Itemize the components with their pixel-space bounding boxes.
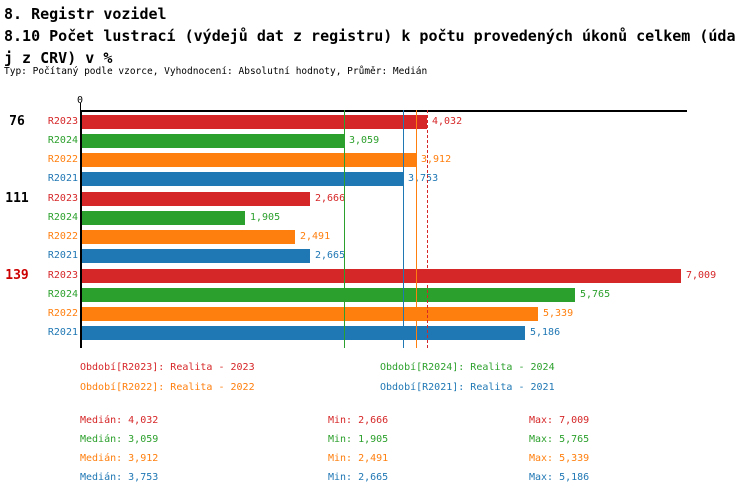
bar-r2022 bbox=[82, 230, 295, 244]
value-axis-line bbox=[80, 110, 687, 112]
median-line-r2024 bbox=[344, 110, 345, 348]
series-row-label: R2024 bbox=[47, 212, 78, 223]
series-row-label: R2022 bbox=[47, 154, 78, 165]
bar-value-label: 7,009 bbox=[686, 270, 717, 281]
series-row-label: R2024 bbox=[47, 135, 78, 146]
value-axis-zero-tick bbox=[80, 103, 81, 110]
series-row-label: R2021 bbox=[47, 250, 78, 261]
bar-r2024 bbox=[82, 211, 245, 225]
legend-item-r2021: Období[R2021]: Realita - 2021 bbox=[380, 382, 555, 393]
legend-item-r2023: Období[R2023]: Realita - 2023 bbox=[80, 362, 255, 373]
series-row-label: R2023 bbox=[47, 116, 78, 127]
bar-r2021 bbox=[82, 172, 403, 186]
stat-min: Min: 2,665 bbox=[328, 472, 389, 483]
bar-value-label: 2,665 bbox=[315, 250, 346, 261]
series-row-label: R2021 bbox=[47, 173, 78, 184]
bar-value-label: 5,339 bbox=[543, 308, 574, 319]
group-label: 111 bbox=[5, 191, 29, 206]
median-line-r2023 bbox=[427, 110, 428, 348]
series-row-label: R2023 bbox=[47, 193, 78, 204]
bar-value-label: 4,032 bbox=[432, 116, 463, 127]
bar-value-label: 1,905 bbox=[250, 212, 281, 223]
bar-value-label: 3,912 bbox=[421, 154, 452, 165]
bar-r2024 bbox=[82, 288, 575, 302]
chart-title-line2: j z CRV) v % bbox=[4, 49, 113, 67]
stat-median: Medián: 3,059 bbox=[80, 434, 159, 445]
series-row-label: R2022 bbox=[47, 231, 78, 242]
bar-r2022 bbox=[82, 307, 538, 321]
chart-meta-line: Typ: Počítaný podle vzorce, Vyhodnocení:… bbox=[4, 66, 428, 77]
bar-value-label: 3,753 bbox=[408, 173, 439, 184]
group-label: 76 bbox=[9, 114, 25, 129]
bar-value-label: 5,765 bbox=[580, 289, 611, 300]
stat-min: Min: 2,666 bbox=[328, 415, 389, 426]
stat-median: Medián: 4,032 bbox=[80, 415, 159, 426]
stat-max: Max: 5,186 bbox=[529, 472, 590, 483]
stat-min: Min: 2,491 bbox=[328, 453, 389, 464]
bar-r2023 bbox=[82, 115, 427, 129]
bar-value-label: 2,666 bbox=[315, 193, 346, 204]
bar-r2021 bbox=[82, 249, 310, 263]
series-row-label: R2022 bbox=[47, 308, 78, 319]
stat-max: Max: 5,339 bbox=[529, 453, 590, 464]
report-title: 8. Registr vozidel bbox=[4, 5, 167, 23]
value-axis-zero-label: 0 bbox=[76, 95, 84, 106]
bar-r2021 bbox=[82, 326, 525, 340]
median-line-r2022 bbox=[416, 110, 417, 348]
stat-min: Min: 1,905 bbox=[328, 434, 389, 445]
chart-title-line1: 8.10 Počet lustrací (výdejů dat z regist… bbox=[4, 27, 736, 45]
bar-r2024 bbox=[82, 134, 344, 148]
series-row-label: R2023 bbox=[47, 270, 78, 281]
bar-value-label: 5,186 bbox=[530, 327, 561, 338]
bar-r2023 bbox=[82, 192, 310, 206]
category-axis-line bbox=[80, 110, 82, 348]
bar-value-label: 3,059 bbox=[349, 135, 380, 146]
bar-value-label: 2,491 bbox=[300, 231, 331, 242]
group-label: 139 bbox=[5, 268, 29, 283]
bar-r2022 bbox=[82, 153, 416, 167]
stat-max: Max: 5,765 bbox=[529, 434, 590, 445]
stat-median: Medián: 3,753 bbox=[80, 472, 159, 483]
stat-median: Medián: 3,912 bbox=[80, 453, 159, 464]
series-row-label: R2024 bbox=[47, 289, 78, 300]
stat-max: Max: 7,009 bbox=[529, 415, 590, 426]
legend-item-r2024: Období[R2024]: Realita - 2024 bbox=[380, 362, 555, 373]
median-line-r2021 bbox=[403, 110, 404, 348]
series-row-label: R2021 bbox=[47, 327, 78, 338]
legend-item-r2022: Období[R2022]: Realita - 2022 bbox=[80, 382, 255, 393]
bar-r2023 bbox=[82, 269, 681, 283]
